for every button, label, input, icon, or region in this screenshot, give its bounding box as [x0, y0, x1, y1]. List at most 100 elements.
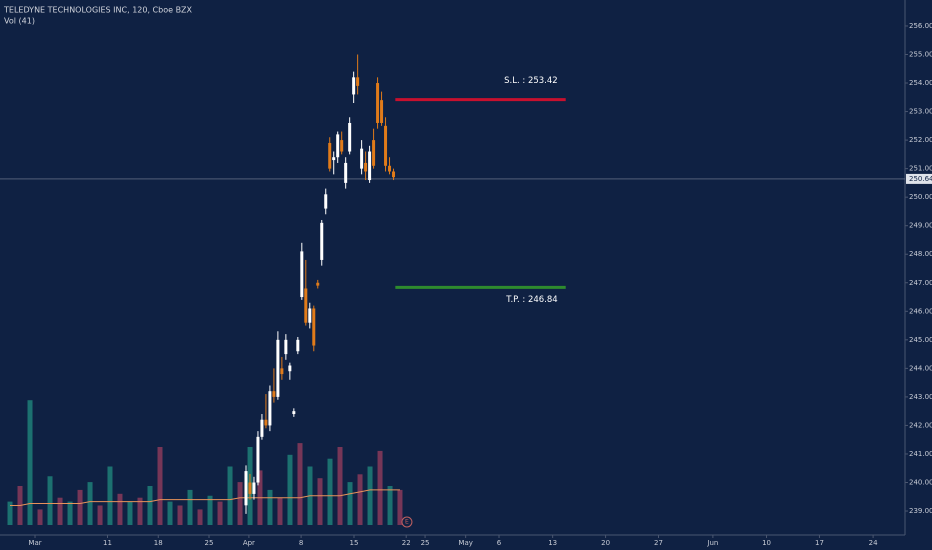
volume-bar [27, 400, 33, 525]
y-tick-label: 254.00 [909, 79, 932, 87]
candle-body [316, 282, 320, 286]
volume-bar [187, 489, 193, 525]
candle-body [296, 339, 300, 352]
last-price-label: 250.64 [909, 175, 932, 183]
candle-body [312, 308, 316, 346]
x-tick-label: 24 [869, 539, 878, 547]
volume-bar [47, 476, 53, 525]
candle-body [320, 222, 324, 260]
candle-body [280, 368, 284, 375]
volume-bar [397, 489, 403, 525]
candle-body [268, 391, 272, 426]
volume-bar [347, 482, 353, 525]
volume-bar [127, 501, 133, 525]
volume-bar [77, 489, 83, 525]
candle-body [344, 162, 348, 183]
volume-bar [87, 482, 93, 525]
volume-bar [377, 450, 383, 525]
y-tick-label: 249.00 [909, 222, 932, 230]
volume-bar [197, 509, 203, 525]
candle-body [340, 140, 344, 152]
candle-body [360, 148, 364, 169]
volume-bar [67, 501, 73, 525]
volume-ma [10, 489, 400, 506]
volume-bar [357, 474, 363, 525]
volume-bar [137, 497, 143, 525]
x-tick-label: 8 [299, 539, 303, 547]
candle-body [244, 471, 248, 506]
candle-body [248, 482, 252, 494]
x-tick-label: 25 [421, 539, 430, 547]
volume-bar [277, 497, 283, 525]
candle-body [308, 308, 312, 323]
x-tick-label: 13 [548, 539, 557, 547]
candle-body [364, 162, 368, 172]
y-tick-label: 245.00 [909, 336, 932, 344]
candle-body [276, 339, 280, 397]
candle-body [332, 157, 336, 161]
event-label: E [405, 519, 409, 526]
y-tick-label: 240.00 [909, 478, 932, 486]
x-tick-label: 17 [815, 539, 824, 547]
volume-bar [117, 493, 123, 525]
x-tick-label: 15 [350, 539, 359, 547]
x-tick-label: 27 [654, 539, 663, 547]
volume-bar [7, 501, 13, 525]
candle-body [260, 419, 264, 437]
candle-body [272, 391, 276, 397]
x-tick-label: 11 [103, 539, 112, 547]
candle-body [380, 100, 384, 123]
candle-body [372, 140, 376, 166]
volume-bar [57, 497, 63, 525]
x-tick-label: Apr [243, 539, 255, 547]
y-tick-label: 248.00 [909, 250, 932, 258]
y-tick-label: 252.00 [909, 136, 932, 144]
volume-bar [387, 486, 393, 525]
level-label: S.L. : 253.42 [504, 76, 558, 86]
x-tick-label: Jun [706, 539, 718, 547]
x-tick-label: May [458, 539, 472, 547]
candle-body [300, 251, 304, 298]
x-tick-label: 20 [601, 539, 610, 547]
x-tick-label: 22 [402, 539, 411, 547]
y-tick-label: 243.00 [909, 393, 932, 401]
candle-body [384, 125, 388, 166]
x-tick-label: 6 [497, 539, 502, 547]
volume-bar [157, 447, 163, 525]
y-tick-label: 242.00 [909, 421, 932, 429]
y-tick-label: 239.00 [909, 507, 932, 515]
candle-body [328, 142, 332, 169]
candle-body [376, 83, 380, 123]
candle-body [324, 194, 328, 209]
volume-bar [267, 489, 273, 525]
level-label: T.P. : 246.84 [505, 295, 557, 305]
x-tick-label: 18 [154, 539, 163, 547]
volume-bar [167, 501, 173, 525]
y-tick-label: 247.00 [909, 279, 932, 287]
volume-bar [287, 454, 293, 525]
candle-body [252, 482, 256, 494]
y-tick-label: 255.00 [909, 50, 932, 58]
y-tick-label: 244.00 [909, 364, 932, 372]
x-tick-label: Mar [28, 539, 41, 547]
volume-bar [327, 458, 333, 525]
volume-title: Vol (41) [4, 17, 35, 26]
volume-bar [207, 495, 213, 525]
candle-body [388, 165, 392, 172]
volume-bar [37, 509, 43, 525]
volume-bar [147, 486, 153, 525]
x-tick-label: 10 [762, 539, 771, 547]
candle-body [264, 419, 268, 426]
volume-bar [217, 501, 223, 525]
y-tick-label: 256.00 [909, 22, 932, 30]
candle-body [284, 339, 288, 355]
y-tick-label: 241.00 [909, 450, 932, 458]
candle-body [368, 151, 372, 181]
volume-bar [97, 505, 103, 525]
event-marker [401, 516, 413, 528]
candle-body [256, 436, 260, 483]
volume-bar [177, 505, 183, 525]
candle-body [288, 365, 292, 372]
